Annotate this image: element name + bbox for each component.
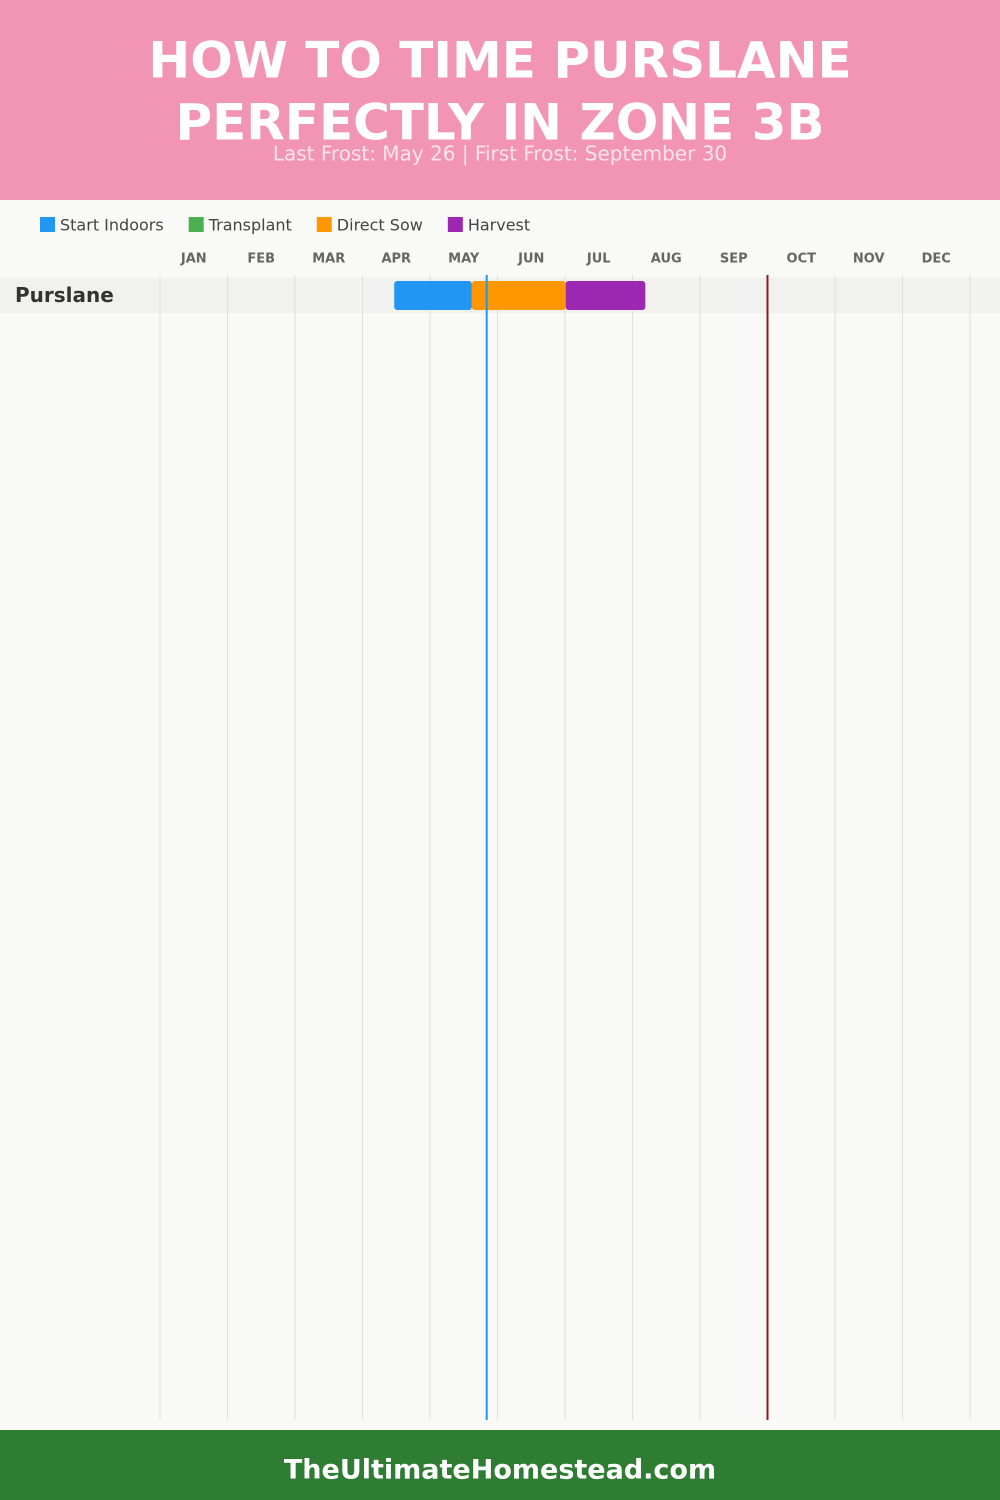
- legend-label: Harvest: [468, 216, 530, 235]
- header-band: [0, 0, 1000, 200]
- legend-label: Start Indoors: [60, 216, 164, 235]
- month-label: FEB: [247, 252, 275, 267]
- month-label: JUN: [517, 252, 544, 267]
- month-label: JAN: [180, 252, 207, 267]
- month-label: NOV: [853, 252, 885, 267]
- legend-label: Direct Sow: [337, 216, 423, 235]
- month-label: SEP: [720, 252, 748, 267]
- footer-text: TheUltimateHomestead.com: [284, 1455, 716, 1486]
- month-label: MAY: [448, 252, 480, 267]
- month-label: JUL: [586, 252, 611, 267]
- month-label: AUG: [651, 252, 682, 267]
- month-label: MAR: [312, 252, 345, 267]
- chart-title: PERFECTLY IN ZONE 3B: [175, 94, 824, 152]
- task-bar: [471, 281, 566, 310]
- footer-band: [0, 1430, 1000, 1500]
- legend-swatch: [447, 217, 463, 232]
- month-label: OCT: [787, 252, 817, 267]
- month-label: APR: [381, 252, 411, 267]
- task-bar: [565, 281, 646, 310]
- month-label: DEC: [922, 252, 951, 267]
- row-label: Purslane: [15, 283, 114, 307]
- chart-subtitle: Last Frost: May 26 | First Frost: Septem…: [273, 142, 727, 166]
- legend-label: Transplant: [208, 216, 292, 235]
- task-bar: [394, 281, 472, 310]
- legend-swatch: [316, 217, 332, 232]
- legend-swatch: [40, 217, 55, 232]
- chart-title: HOW TO TIME PURSLANE: [148, 32, 851, 90]
- legend-swatch: [188, 217, 204, 232]
